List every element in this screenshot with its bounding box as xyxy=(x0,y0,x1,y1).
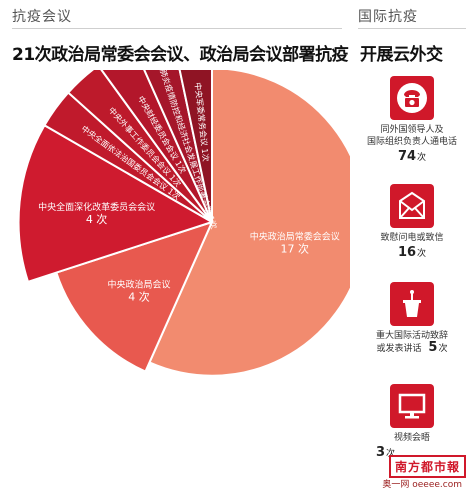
envelope-icon xyxy=(390,184,434,228)
speeches-count: 5 xyxy=(428,340,438,355)
site-watermark: 奥一网 oeeee.com xyxy=(382,480,462,490)
pie-slice-6 xyxy=(143,70,213,223)
right-section-title: 国际抗疫 xyxy=(358,9,418,25)
left-section-title: 抗疫会议 xyxy=(12,9,72,25)
pie-value-1: 4 次 xyxy=(128,290,150,304)
diplomacy-headline: 开展云外交 xyxy=(360,45,443,65)
speeches-label-line1: 重大国际活动致辞 xyxy=(375,331,448,341)
phone-calls-count: 74 xyxy=(397,149,417,164)
phone-calls-unit: 次 xyxy=(417,153,427,163)
pie-slice-4 xyxy=(66,70,213,223)
phone-calls-label-line1: 同外国领导人及 xyxy=(380,125,444,135)
pie-slice-0 xyxy=(148,70,350,377)
pie-slice-1 xyxy=(55,220,214,373)
pie-value-2: 4 次 xyxy=(86,212,108,226)
letters-label-line1: 致慰问电或致信 xyxy=(380,233,444,243)
chart-headline: 21次政治局常委会会议、政治局会议部署抗疫 xyxy=(12,45,349,65)
monitor-icon xyxy=(390,384,434,428)
letters-count: 16 xyxy=(397,245,417,260)
letters-unit: 次 xyxy=(417,249,427,259)
pie-label-2: 中央全面深化改革委员会会议 xyxy=(38,201,155,213)
podium-icon xyxy=(390,282,434,326)
newspaper-logo: 南方都市報 xyxy=(388,455,466,478)
diplomacy-item-phone-calls: 同外国领导人及 国际组织负责人通电话 74次 xyxy=(358,76,466,164)
phone-calls-label-line2: 国际组织负责人通电话 xyxy=(366,137,457,147)
pie-value-0: 17 次 xyxy=(280,242,309,256)
pie-label-0: 中央政治局常委会会议 xyxy=(250,231,340,243)
diplomacy-item-letters: 致慰问电或致信 16次 xyxy=(358,184,466,260)
pie-slice-2 xyxy=(17,123,215,284)
speeches-unit: 次 xyxy=(438,344,448,354)
left-divider xyxy=(12,28,342,29)
pie-label-1: 中央政治局会议 xyxy=(108,279,171,291)
video-meetings-unit: 次 xyxy=(386,449,396,459)
diplomacy-item-speeches: 重大国际活动致辞 或发表讲话 5次 xyxy=(358,282,466,355)
telephone-icon xyxy=(390,76,434,120)
video-meetings-label-line1: 视频会晤 xyxy=(393,433,430,443)
diplomacy-item-video-meetings: 视频会晤 3次 xyxy=(358,384,466,460)
right-divider xyxy=(358,28,466,29)
pie-slice-7 xyxy=(178,70,213,223)
speeches-label-line2: 或发表讲话 xyxy=(376,344,422,354)
video-meetings-count: 3 xyxy=(376,445,386,460)
